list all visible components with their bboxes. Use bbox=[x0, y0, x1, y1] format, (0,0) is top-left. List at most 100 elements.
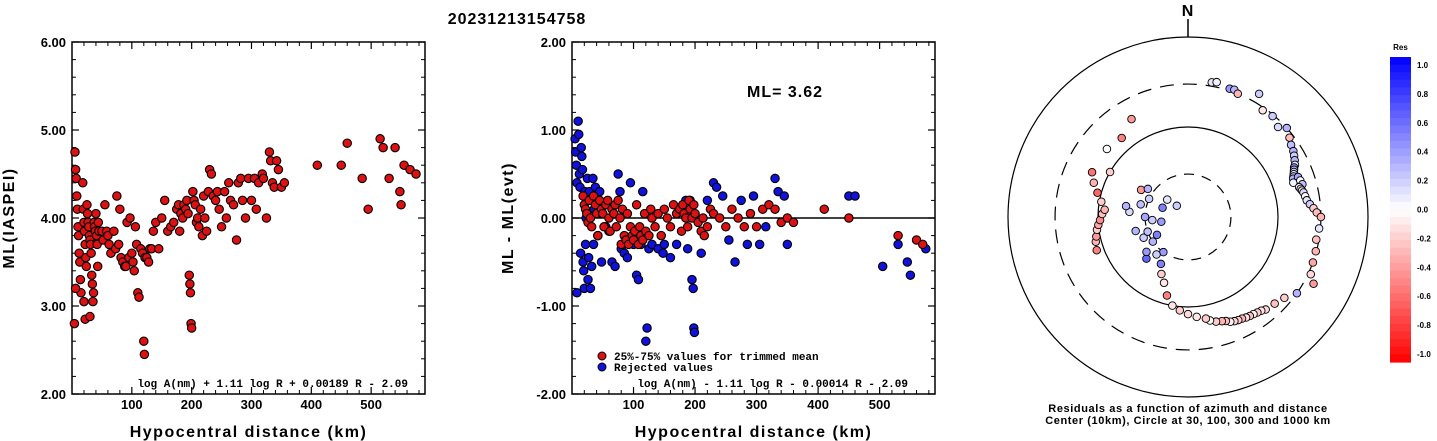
accepted-point bbox=[917, 239, 928, 250]
map-caption-1: Residuals as a function of azimuth and d… bbox=[1048, 403, 1327, 415]
accepted-point bbox=[650, 222, 660, 232]
colorbar-segment bbox=[1390, 125, 1411, 134]
y-axis-label: ML - ML(evt) bbox=[500, 162, 517, 274]
colorbar-segment bbox=[1390, 262, 1411, 272]
x-tick-label: 100 bbox=[623, 397, 645, 412]
data-point bbox=[88, 288, 99, 298]
map-caption-2: Center (10km), Circle at 30, 100, 300 an… bbox=[1045, 415, 1331, 427]
station-point bbox=[1175, 306, 1185, 315]
station-point bbox=[1148, 237, 1158, 246]
data-point bbox=[139, 349, 150, 360]
station-point bbox=[1306, 269, 1316, 279]
data-point bbox=[87, 279, 98, 289]
station-point bbox=[1254, 89, 1264, 99]
colorbar-tick-label: 1.0 bbox=[1417, 61, 1429, 70]
accepted-point bbox=[665, 222, 676, 232]
data-point bbox=[378, 142, 388, 153]
data-point bbox=[216, 222, 227, 232]
rejected-point bbox=[583, 274, 593, 285]
accepted-point bbox=[631, 200, 642, 210]
y-tick-label: 0.00 bbox=[541, 211, 566, 226]
accepted-point bbox=[622, 208, 633, 219]
station-point bbox=[1089, 178, 1099, 187]
data-point bbox=[121, 261, 131, 272]
y-tick-label: 6.00 bbox=[41, 35, 66, 50]
data-point bbox=[240, 213, 251, 223]
data-point bbox=[115, 204, 125, 214]
rejected-point bbox=[724, 235, 734, 245]
colorbar-tick-label: 0.8 bbox=[1417, 90, 1429, 99]
rejected-point bbox=[625, 178, 636, 188]
station-point bbox=[1117, 133, 1126, 143]
legend-rejected-marker bbox=[597, 362, 607, 372]
data-point bbox=[185, 288, 196, 298]
colorbar-segment bbox=[1390, 156, 1411, 165]
rejected-point bbox=[671, 239, 682, 250]
colorbar-segment bbox=[1390, 201, 1411, 211]
legend-rejected-label: Rejected values bbox=[614, 363, 713, 375]
station-point bbox=[1258, 106, 1267, 115]
colorbar-segment bbox=[1390, 171, 1411, 180]
accepted-point bbox=[615, 213, 625, 223]
accepted-point bbox=[689, 200, 699, 210]
colorbar-segment bbox=[1390, 331, 1411, 340]
accepted-point bbox=[727, 204, 737, 214]
data-point bbox=[130, 222, 141, 232]
rejected-point bbox=[580, 239, 591, 250]
accepted-point bbox=[751, 222, 762, 232]
accepted-point bbox=[586, 222, 597, 232]
rejected-point bbox=[633, 274, 644, 285]
data-point bbox=[246, 195, 257, 206]
colorbar-segment bbox=[1390, 194, 1411, 203]
colorbar-segment bbox=[1390, 217, 1411, 226]
accepted-point bbox=[682, 222, 693, 232]
x-tick-label: 300 bbox=[746, 397, 768, 412]
colorbar-segment bbox=[1390, 57, 1411, 66]
ml-distance-plot: 100 200 300 400 500 2.00 3.00 4.00 5.00 6.00 Hypoc… bbox=[1, 35, 426, 441]
station-point bbox=[1139, 233, 1148, 242]
azimuth-residual-map: N Residuals as a function of azimuth and … bbox=[1007, 3, 1431, 427]
station-point bbox=[1127, 114, 1136, 124]
station-point bbox=[1136, 185, 1146, 195]
station-point bbox=[1148, 215, 1157, 225]
accepted-point bbox=[844, 213, 854, 223]
data-point bbox=[127, 248, 137, 258]
y-tick-label: 2.00 bbox=[541, 35, 566, 50]
accepted-point bbox=[893, 230, 903, 241]
data-point bbox=[357, 173, 367, 184]
ring-30km bbox=[1144, 173, 1232, 261]
colorbar-segment bbox=[1390, 240, 1411, 249]
station-point bbox=[1152, 230, 1162, 240]
colorbar-segment bbox=[1390, 278, 1411, 287]
station-point bbox=[1183, 309, 1193, 319]
colorbar-tick-label: -0.6 bbox=[1417, 292, 1431, 301]
rejected-point bbox=[596, 257, 607, 267]
colorbar-tick-label: 0.0 bbox=[1417, 206, 1429, 215]
rejected-point bbox=[658, 248, 668, 258]
station-point bbox=[1292, 289, 1302, 298]
data-point bbox=[134, 292, 144, 302]
colorbar-segment bbox=[1390, 346, 1411, 355]
data-point bbox=[82, 200, 92, 210]
accepted-point bbox=[721, 222, 731, 232]
rejected-point bbox=[583, 252, 594, 263]
accepted-point bbox=[698, 213, 708, 223]
formula-label: log A(nm) - 1.11 log R - 0.00014 R - 2.0… bbox=[637, 379, 908, 391]
rejected-point bbox=[573, 116, 583, 126]
x-tick-label: 400 bbox=[807, 397, 829, 412]
colorbar-tick-label: 0.2 bbox=[1417, 177, 1429, 186]
data-point bbox=[186, 323, 197, 333]
y-tick-label: -1.00 bbox=[536, 299, 566, 314]
data-point bbox=[70, 147, 80, 157]
station-point bbox=[1143, 227, 1152, 236]
data-point bbox=[70, 164, 81, 175]
rejected-point bbox=[689, 327, 700, 338]
data-point bbox=[129, 266, 139, 276]
accepted-point bbox=[656, 230, 666, 241]
station-point bbox=[1192, 312, 1201, 322]
station-point bbox=[1087, 168, 1097, 177]
x-tick-label: 500 bbox=[869, 397, 891, 412]
accepted-point bbox=[613, 195, 623, 206]
data-point bbox=[200, 213, 210, 223]
